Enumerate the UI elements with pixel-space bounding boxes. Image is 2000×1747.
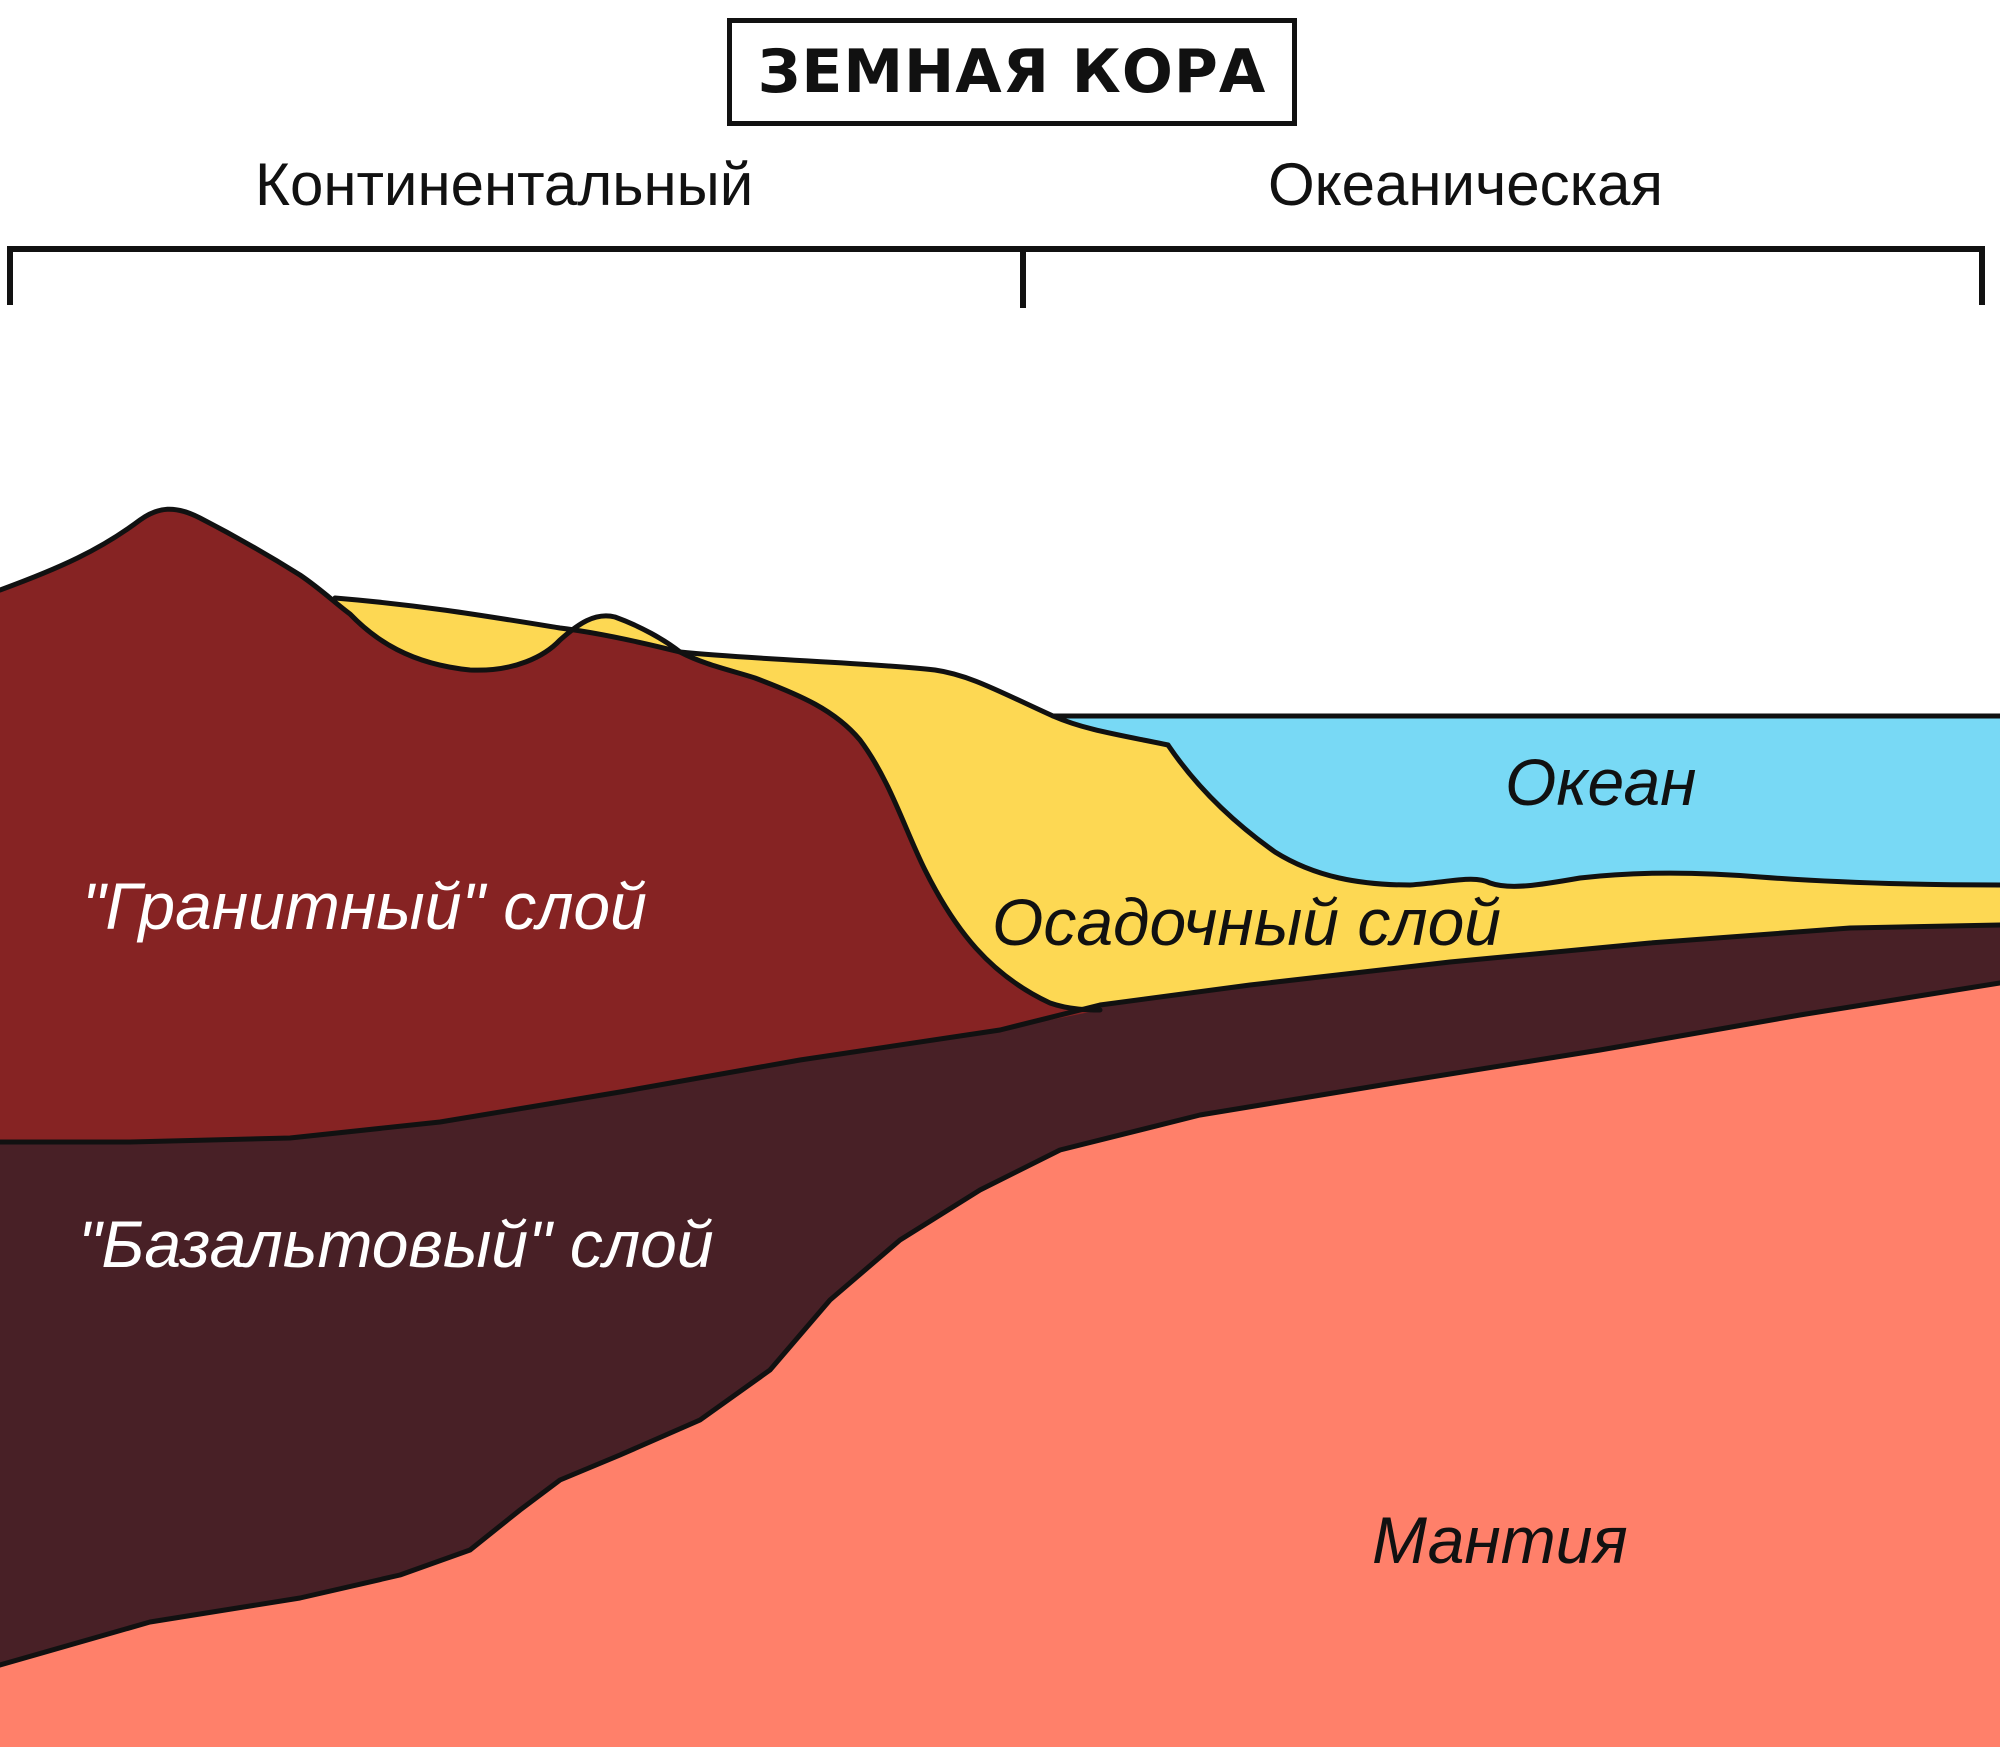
continental-crust-label: Континентальный (255, 151, 754, 218)
section-bracket (7, 246, 1985, 308)
sediment-layer-label: Осадочный слой (992, 885, 1501, 959)
layer-outlines (0, 506, 2000, 1668)
sediment-layer (335, 598, 2000, 1009)
mantle-label: Мантия (1372, 1503, 1628, 1577)
basalt-layer-label: "Базальтовый" слой (78, 1207, 714, 1281)
page-title: ЗЕМНАЯ КОРА (727, 18, 1297, 126)
ocean-layer (1053, 716, 2000, 887)
granite-layer (0, 509, 1100, 1143)
oceanic-crust-label: Океаническая (1268, 151, 1664, 218)
ocean-label: Океан (1505, 745, 1697, 819)
basalt-layer (0, 925, 2000, 1665)
granite-layer-label: "Гранитный" слой (82, 869, 647, 943)
